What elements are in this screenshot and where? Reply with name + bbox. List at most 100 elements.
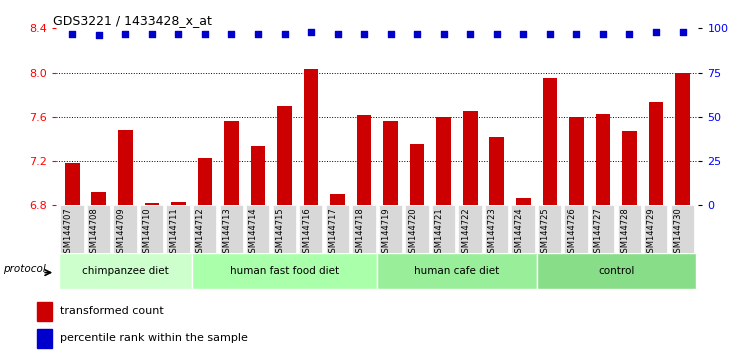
Text: transformed count: transformed count — [61, 306, 164, 316]
FancyBboxPatch shape — [352, 205, 376, 253]
Point — [597, 31, 609, 36]
Text: GSM144716: GSM144716 — [302, 208, 311, 258]
Text: percentile rank within the sample: percentile rank within the sample — [61, 333, 249, 343]
Bar — [171, 202, 185, 205]
Point — [146, 31, 158, 36]
Point — [544, 31, 556, 36]
Point — [517, 31, 529, 36]
FancyBboxPatch shape — [538, 205, 561, 253]
Point — [119, 31, 131, 36]
FancyBboxPatch shape — [273, 205, 296, 253]
FancyBboxPatch shape — [511, 205, 535, 253]
Text: human fast food diet: human fast food diet — [230, 266, 339, 276]
FancyBboxPatch shape — [406, 205, 429, 253]
Bar — [118, 130, 133, 205]
Point — [623, 31, 635, 36]
Point — [464, 31, 476, 36]
Text: protocol: protocol — [3, 264, 46, 274]
FancyBboxPatch shape — [113, 205, 137, 253]
Point — [305, 29, 317, 35]
Text: GSM144707: GSM144707 — [63, 208, 72, 258]
FancyBboxPatch shape — [219, 205, 243, 253]
Point — [358, 31, 370, 36]
FancyBboxPatch shape — [167, 205, 190, 253]
Bar — [436, 117, 451, 205]
Bar — [649, 102, 663, 205]
Point — [438, 31, 450, 36]
FancyBboxPatch shape — [565, 205, 588, 253]
Text: GSM144730: GSM144730 — [674, 208, 683, 258]
Bar — [303, 69, 318, 205]
Text: GSM144710: GSM144710 — [143, 208, 152, 258]
Bar — [675, 73, 690, 205]
Bar — [516, 198, 531, 205]
Bar — [596, 114, 611, 205]
Text: GSM144725: GSM144725 — [541, 208, 550, 258]
FancyBboxPatch shape — [299, 205, 322, 253]
Bar — [224, 121, 239, 205]
Text: chimpanzee diet: chimpanzee diet — [82, 266, 169, 276]
FancyBboxPatch shape — [193, 205, 216, 253]
FancyBboxPatch shape — [192, 253, 377, 289]
Text: GSM144723: GSM144723 — [488, 208, 496, 258]
Bar — [37, 329, 52, 348]
Point — [570, 31, 582, 36]
Text: GSM144714: GSM144714 — [249, 208, 258, 258]
Text: GSM144719: GSM144719 — [382, 208, 391, 258]
Text: GSM144717: GSM144717 — [329, 208, 338, 258]
Text: GSM144720: GSM144720 — [409, 208, 417, 258]
Text: GSM144711: GSM144711 — [170, 208, 179, 258]
Point — [332, 31, 344, 36]
Text: control: control — [598, 266, 635, 276]
FancyBboxPatch shape — [536, 253, 695, 289]
Bar — [330, 194, 345, 205]
Bar — [463, 111, 478, 205]
FancyBboxPatch shape — [326, 205, 349, 253]
Text: GSM144728: GSM144728 — [620, 208, 629, 258]
Bar — [569, 117, 584, 205]
Text: GSM144722: GSM144722 — [461, 208, 470, 258]
FancyBboxPatch shape — [644, 205, 668, 253]
Bar — [277, 106, 292, 205]
FancyBboxPatch shape — [379, 205, 402, 253]
FancyBboxPatch shape — [432, 205, 455, 253]
Text: human cafe diet: human cafe diet — [415, 266, 499, 276]
FancyBboxPatch shape — [87, 205, 110, 253]
Bar — [383, 121, 398, 205]
Bar — [65, 163, 80, 205]
FancyBboxPatch shape — [246, 205, 270, 253]
Point — [225, 31, 237, 36]
Point — [650, 29, 662, 35]
Text: GSM144724: GSM144724 — [514, 208, 523, 258]
Point — [490, 31, 502, 36]
FancyBboxPatch shape — [485, 205, 508, 253]
FancyBboxPatch shape — [377, 253, 536, 289]
Text: GSM144727: GSM144727 — [594, 208, 603, 258]
FancyBboxPatch shape — [59, 253, 192, 289]
Point — [199, 31, 211, 36]
Text: GDS3221 / 1433428_x_at: GDS3221 / 1433428_x_at — [53, 14, 212, 27]
Point — [252, 31, 264, 36]
FancyBboxPatch shape — [60, 205, 83, 253]
Text: GSM144729: GSM144729 — [647, 208, 656, 258]
FancyBboxPatch shape — [591, 205, 614, 253]
Point — [411, 31, 423, 36]
Bar — [410, 144, 424, 205]
Text: GSM144726: GSM144726 — [567, 208, 576, 258]
FancyBboxPatch shape — [458, 205, 481, 253]
Bar — [357, 115, 372, 205]
Text: GSM144713: GSM144713 — [222, 208, 231, 258]
Bar — [251, 145, 265, 205]
Bar — [542, 78, 557, 205]
Text: GSM144709: GSM144709 — [116, 208, 125, 258]
FancyBboxPatch shape — [617, 205, 641, 253]
Bar — [622, 131, 637, 205]
Bar — [490, 137, 504, 205]
Text: GSM144712: GSM144712 — [196, 208, 205, 258]
Text: GSM144715: GSM144715 — [276, 208, 285, 258]
Bar — [144, 203, 159, 205]
Point — [66, 31, 78, 36]
Text: GSM144708: GSM144708 — [90, 208, 99, 258]
Point — [93, 33, 105, 38]
Text: GSM144718: GSM144718 — [355, 208, 364, 258]
